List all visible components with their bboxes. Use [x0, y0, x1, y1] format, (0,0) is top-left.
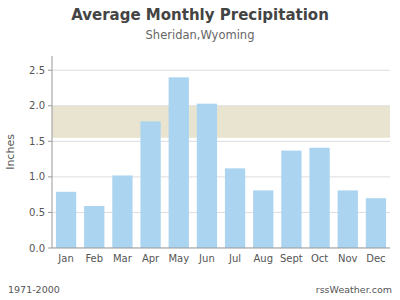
bar — [253, 190, 273, 248]
x-axis — [52, 248, 390, 249]
x-tick-label: Apr — [142, 253, 160, 264]
bar — [112, 175, 132, 248]
x-tick-label: Mar — [113, 253, 133, 264]
x-tick-label: Sept — [280, 253, 303, 264]
x-tick-label: Aug — [253, 253, 273, 264]
bar — [309, 148, 329, 248]
plot-area — [52, 70, 390, 248]
x-tick-label: Dec — [366, 253, 385, 264]
title: Average Monthly Precipitation — [71, 6, 329, 24]
y-axis-label: Inches — [4, 134, 17, 170]
tick-mark — [48, 212, 52, 213]
x-tick-label: Jan — [57, 253, 73, 264]
y-axis — [52, 56, 53, 248]
y-tick-label: 1.5 — [29, 136, 45, 147]
chart: Average Monthly Precipitation Sheridan,Wy… — [0, 0, 400, 300]
grid-line — [52, 70, 390, 71]
x-tick-label: Feb — [85, 253, 103, 264]
bar — [338, 190, 358, 248]
subtitle: Sheridan,Wyoming — [146, 28, 255, 42]
x-tick-label: Nov — [338, 253, 358, 264]
bar — [84, 206, 104, 248]
grid-line — [52, 141, 390, 142]
bar — [197, 104, 217, 248]
y-tick-label: 0.5 — [29, 207, 45, 218]
tick-mark — [48, 70, 52, 71]
bar — [281, 151, 301, 248]
bar — [366, 198, 386, 248]
y-tick-label: 0.0 — [29, 243, 45, 254]
footer-right: rssWeather.com — [316, 284, 392, 295]
y-tick-label: 2.0 — [29, 100, 45, 111]
tick-mark — [48, 248, 52, 249]
bar — [169, 77, 189, 248]
x-tick-label: Oct — [311, 253, 328, 264]
band — [52, 106, 390, 138]
tick-mark — [48, 105, 52, 106]
x-tick-label: May — [168, 253, 189, 264]
tick-mark — [48, 141, 52, 142]
bar — [56, 192, 76, 248]
y-tick-label: 2.5 — [29, 65, 45, 76]
x-tick-label: Jun — [198, 253, 215, 264]
tick-mark — [48, 176, 52, 177]
footer-left: 1971-2000 — [8, 284, 60, 295]
bar — [225, 168, 245, 248]
bar — [140, 121, 160, 248]
x-tick-label: Jul — [228, 253, 241, 264]
y-tick-label: 1.0 — [29, 171, 45, 182]
grid-line — [52, 105, 390, 106]
grid-line — [52, 176, 390, 177]
grid-line — [52, 248, 390, 249]
